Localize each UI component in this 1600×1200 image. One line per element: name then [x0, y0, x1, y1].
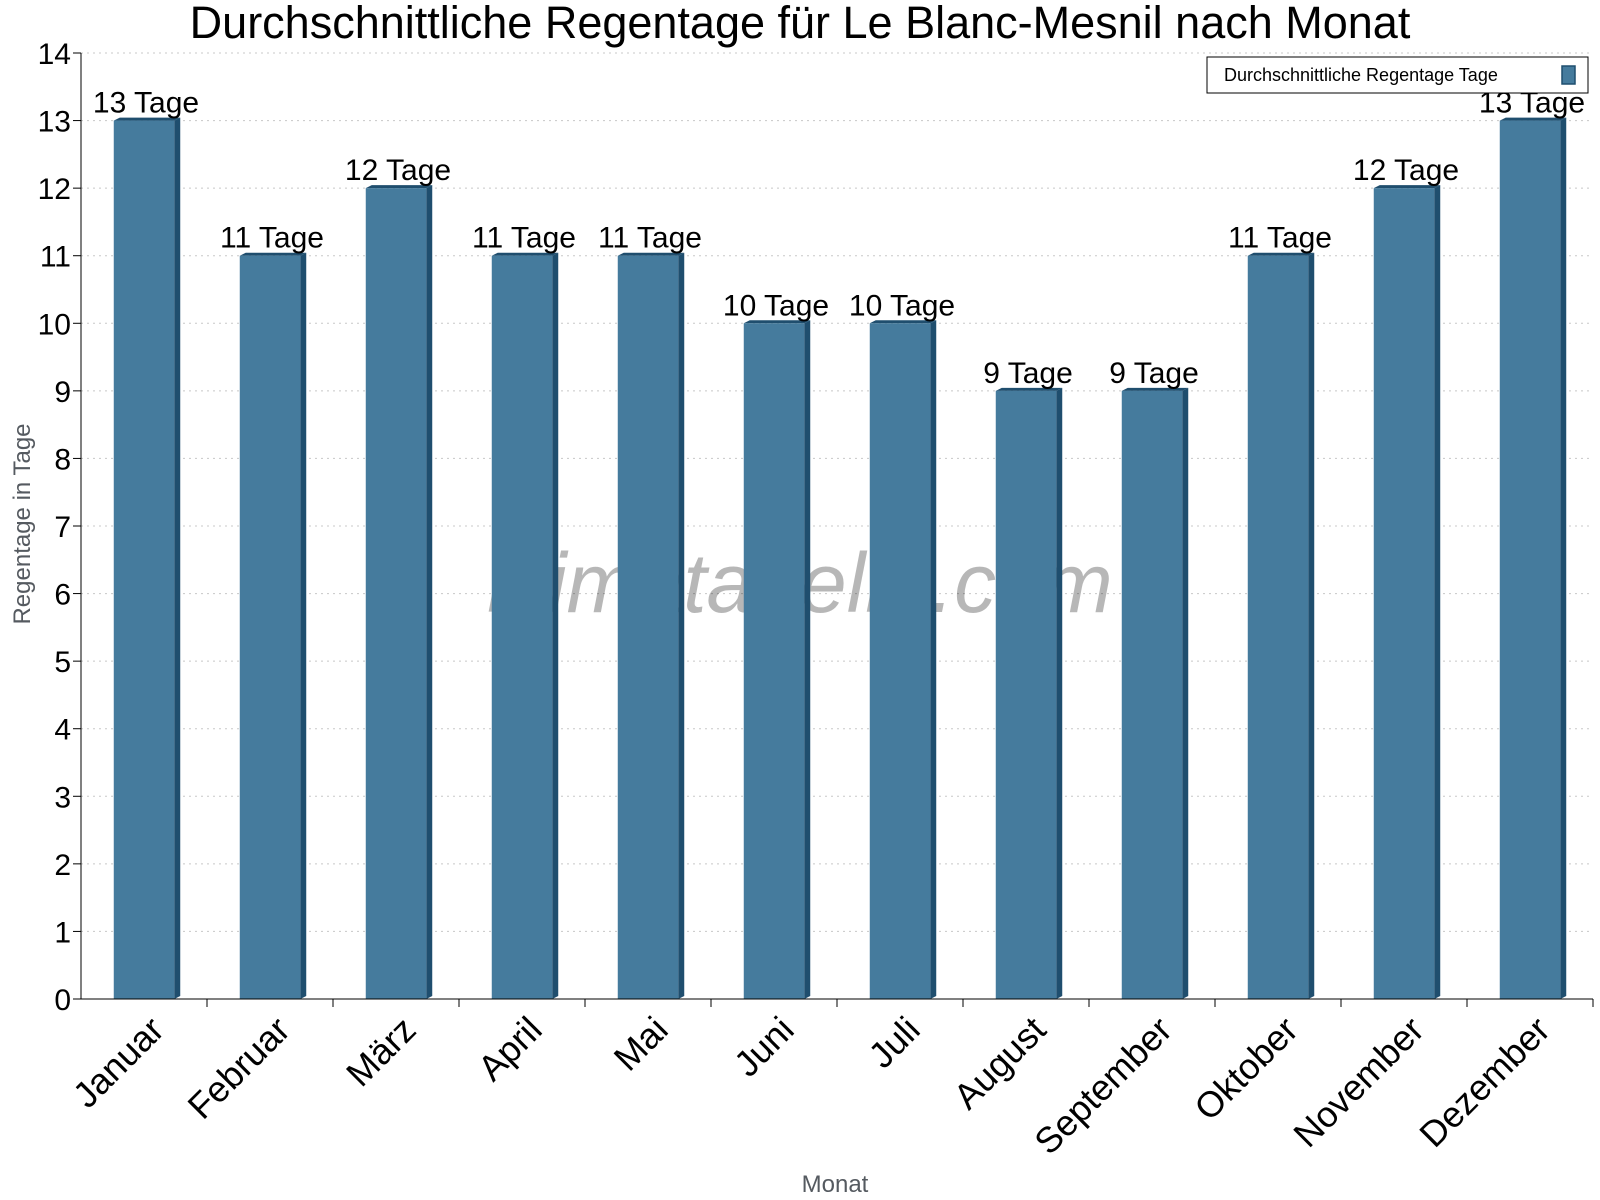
- data-label: 10 Tage: [723, 289, 829, 322]
- bar-side: [678, 252, 685, 999]
- bar-side: [804, 320, 811, 999]
- data-label: 12 Tage: [345, 154, 451, 187]
- data-label: 11 Tage: [1228, 222, 1332, 255]
- y-tick-label: 10: [38, 308, 71, 341]
- y-axis-label: Regentage in Tage: [9, 423, 36, 624]
- data-label: 12 Tage: [1353, 154, 1459, 187]
- bar-top: [113, 117, 181, 121]
- data-label: 9 Tage: [1109, 357, 1199, 390]
- bar-side: [1560, 117, 1567, 1000]
- y-tick-label: 11: [40, 241, 71, 274]
- y-tick-label: 8: [54, 443, 71, 476]
- bar-top: [995, 387, 1063, 391]
- y-tick-label: 14: [38, 38, 71, 71]
- bar-top: [617, 252, 685, 256]
- bar-top: [1499, 117, 1567, 121]
- bar-side: [300, 252, 307, 999]
- bar-front: [869, 323, 931, 999]
- data-label: 11 Tage: [598, 222, 702, 255]
- bar-top: [1247, 252, 1315, 256]
- bar-top: [239, 252, 307, 256]
- y-tick-label: 3: [54, 781, 71, 814]
- gridlines: [81, 52, 1593, 932]
- bar-august: [995, 387, 1063, 999]
- bar-juni: [743, 320, 811, 999]
- y-tick-label: 7: [54, 511, 71, 544]
- y-tick-label: 5: [54, 646, 71, 679]
- bar-front: [365, 188, 427, 1000]
- y-tick-label: 13: [38, 106, 71, 139]
- data-label: 9 Tage: [983, 357, 1073, 390]
- legend: Durchschnittliche Regentage Tage: [1206, 56, 1589, 94]
- bar-april: [491, 252, 559, 999]
- legend-swatch: [1561, 65, 1576, 85]
- data-labels: 13 Tage 11 Tage 12 Tage 11 Tage 11 Tage 10 Ta…: [93, 87, 1585, 390]
- bar-front: [1499, 120, 1561, 1000]
- bar-top: [743, 320, 811, 324]
- bar-front: [239, 255, 301, 999]
- data-label: 10 Tage: [849, 289, 955, 322]
- bar-side: [174, 117, 181, 1000]
- bar-front: [113, 120, 175, 1000]
- y-tick-label: 9: [54, 376, 71, 409]
- bar-top: [365, 185, 433, 189]
- y-tick-label: 1: [54, 916, 71, 949]
- bar-front: [1121, 390, 1183, 999]
- bar-front: [1247, 255, 1309, 999]
- bar-top: [491, 252, 559, 256]
- chart-title: Durchschnittliche Regentage für Le Blanc…: [190, 0, 1411, 48]
- y-tick-label: 12: [38, 173, 71, 206]
- y-tick-label: 4: [54, 714, 71, 747]
- bar-top: [869, 320, 937, 324]
- bar-side: [1308, 252, 1315, 999]
- bar-side: [552, 252, 559, 999]
- bar-märz: [365, 185, 433, 1000]
- bar-september: [1121, 387, 1189, 999]
- bar-mai: [617, 252, 685, 999]
- bar-februar: [239, 252, 307, 999]
- bar-side: [1056, 387, 1063, 999]
- axes: [73, 52, 1594, 1007]
- bar-front: [617, 255, 679, 999]
- bar-front: [491, 255, 553, 999]
- y-tick-label: 2: [54, 849, 71, 882]
- legend-box: [1206, 56, 1589, 94]
- y-tick-label: 0: [54, 984, 71, 1017]
- bar-side: [426, 185, 433, 1000]
- bar-juli: [869, 320, 937, 999]
- bar-side: [1434, 185, 1441, 1000]
- legend-entry-label: Durchschnittliche Regentage Tage: [1224, 65, 1498, 85]
- bar-november: [1373, 185, 1441, 1000]
- bar-januar: [113, 117, 181, 1000]
- x-axis-label: Monat: [802, 1171, 869, 1198]
- y-tick-label: 6: [54, 579, 71, 612]
- bar-oktober: [1247, 252, 1315, 999]
- data-label: 11 Tage: [220, 222, 324, 255]
- bar-top: [1121, 387, 1189, 391]
- bar-front: [1373, 188, 1435, 1000]
- data-label: 13 Tage: [93, 87, 199, 120]
- bar-side: [1182, 387, 1189, 999]
- bar-front: [743, 323, 805, 999]
- bar-dezember: [1499, 117, 1567, 1000]
- bar-side: [930, 320, 937, 999]
- data-label: 11 Tage: [472, 222, 576, 255]
- bars: [113, 117, 1567, 1000]
- bar-top: [1373, 185, 1441, 189]
- bar-front: [995, 390, 1057, 999]
